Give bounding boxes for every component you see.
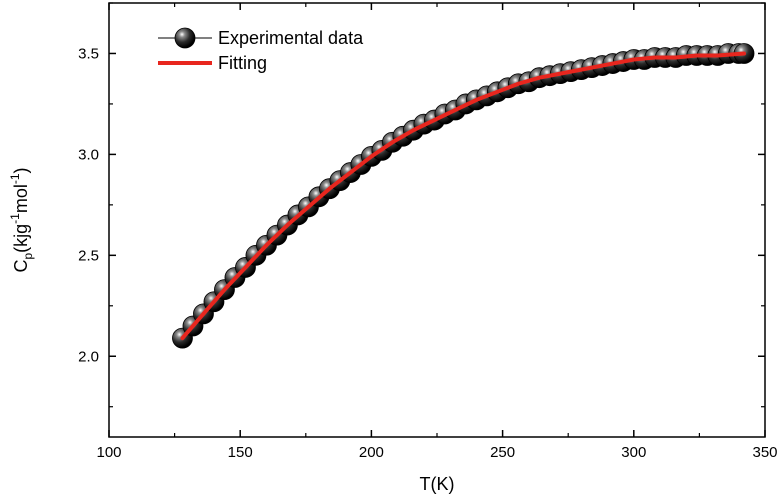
legend-fitting-label: Fitting: [218, 53, 267, 73]
series-layer: [172, 43, 755, 349]
x-tick-label: 100: [96, 444, 121, 461]
y-label-superscript-a: -1: [8, 213, 22, 224]
x-axis-label: T(K): [420, 474, 455, 494]
y-label-superscript-b: -1: [8, 173, 22, 184]
y-tick-label: 3.0: [78, 146, 99, 163]
y-label-base: C: [11, 260, 31, 273]
legend-experimental-label: Experimental data: [218, 28, 364, 48]
legend: Experimental data Fitting: [158, 27, 364, 73]
y-label-subscript: p: [21, 253, 35, 260]
x-tick-label: 200: [359, 444, 384, 461]
y-tick-label: 2.0: [78, 348, 99, 365]
plot-frame: [108, 2, 766, 438]
y-tick-label: 3.5: [78, 45, 99, 62]
fitting-curve: [180, 51, 747, 341]
legend-experimental-marker: [174, 27, 196, 49]
x-tick-label: 250: [490, 444, 515, 461]
y-label-unit-b: mol: [11, 184, 31, 213]
x-tick-label: 300: [621, 444, 646, 461]
x-tick-label: 150: [228, 444, 253, 461]
y-label-close: ): [11, 167, 31, 173]
x-tick-label: 350: [752, 444, 777, 461]
axes-layer: 100 150 200 250 300 350 2.0 2.5 3.0 3.5: [78, 2, 778, 461]
y-tick-label: 2.5: [78, 247, 99, 264]
y-axis-label: Cp(kjg-1mol-1): [8, 167, 35, 272]
y-label-unit-a: (kjg: [11, 224, 31, 253]
